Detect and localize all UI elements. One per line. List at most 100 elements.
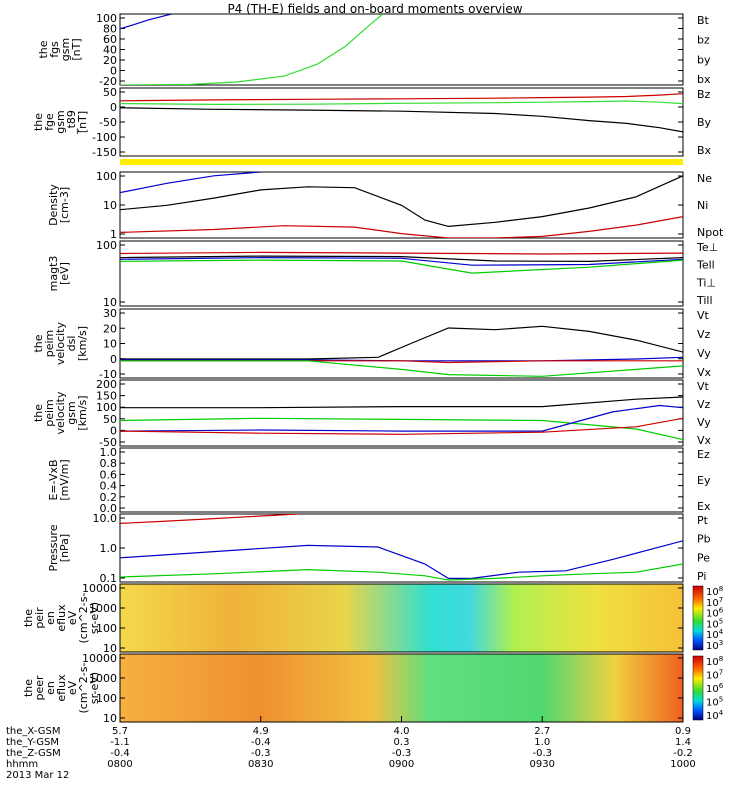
legend-Ez: Ez	[697, 448, 710, 461]
ylabel-line: _t89	[65, 110, 78, 135]
legend-Ti⊥: Ti⊥	[696, 276, 716, 289]
xaxis-value: 0.3	[394, 737, 410, 748]
legend-Vx: Vx	[697, 434, 712, 447]
legend-bx: bx	[697, 73, 711, 86]
series-Vx	[120, 404, 683, 432]
series-Bx	[120, 107, 683, 133]
ytick-label: 1	[110, 228, 117, 241]
panel-frame	[119, 308, 684, 379]
legend-Vt: Vt	[697, 309, 710, 322]
xaxis-value: 1000	[670, 759, 695, 770]
xaxis-value: 5.7	[112, 726, 128, 737]
ylabel-line: sr-eV)	[88, 672, 101, 704]
xaxis-value: 0930	[530, 759, 555, 770]
ytick-label: 80	[103, 23, 117, 36]
legend-Vz: Vz	[697, 328, 711, 341]
ylabel-line: peim	[43, 399, 56, 427]
panel-5	[119, 308, 684, 379]
xaxis-row-label: the_X-GSM	[6, 726, 60, 737]
ylabel-line: dsl	[65, 336, 78, 352]
ytick-label: 0.8	[100, 457, 118, 470]
ylabel-line: fge	[43, 113, 56, 131]
series-bx	[120, 14, 175, 30]
ylabel-line: Pressure	[47, 524, 60, 571]
ytick-label: 10	[103, 642, 117, 655]
series-Vx	[120, 356, 683, 362]
colorbar-tick-0: 108	[706, 655, 723, 668]
ytick-label: 30	[103, 307, 117, 320]
ytick-label: 50	[103, 413, 117, 426]
ytick-label: 0	[110, 424, 117, 437]
ylabel-line: peim	[43, 330, 56, 358]
panel-2	[119, 87, 684, 157]
ytick-label: 100	[96, 12, 117, 25]
panel-6	[119, 379, 684, 447]
xaxis-value: 4.0	[394, 726, 410, 737]
xaxis-value: -0.4	[110, 748, 130, 759]
ytick-label: -50	[99, 116, 117, 129]
ylabel-line: [nT]	[76, 111, 89, 133]
ytick-label: 20	[103, 54, 117, 67]
ytick-label: 100	[96, 692, 117, 705]
xaxis-value: -0.4	[251, 737, 271, 748]
ylabel-line: gsm	[54, 110, 67, 133]
ylabel-line: velocity	[54, 391, 67, 434]
spectrogram-2	[120, 654, 683, 722]
ylabel-line: [mV/m]	[58, 459, 71, 500]
ylabel-line: the	[22, 679, 35, 697]
ytick-label: 20	[103, 322, 117, 335]
panel-4	[119, 240, 684, 307]
ytick-label: 50	[103, 86, 117, 99]
panel-10	[119, 653, 704, 723]
series-by	[120, 14, 384, 85]
ytick-label: 200	[96, 378, 117, 391]
xaxis-row-label: hhmm	[6, 759, 38, 770]
panel-8	[119, 513, 684, 583]
colorbar-tick-1: 107	[706, 669, 723, 682]
ylabel-line: [nPa]	[58, 534, 71, 562]
ytick-label: 0.6	[100, 468, 118, 481]
ylabel-line: peer	[33, 675, 46, 701]
ylabel-line: Density	[47, 184, 60, 226]
ytick-label: 10	[103, 338, 117, 351]
ytick-label: 40	[103, 44, 117, 57]
ylabel-line: the	[22, 609, 35, 627]
ylabel-line: gsm	[65, 401, 78, 424]
ytick-label: 1.0	[100, 446, 118, 459]
ytick-label: 0.1	[100, 572, 118, 585]
series-By	[120, 100, 683, 106]
xaxis-row-label: the_Y-GSM	[6, 737, 59, 748]
legend-Pt: Pt	[697, 514, 709, 527]
colorbar-2	[692, 655, 704, 721]
xaxis-value: 2.7	[534, 726, 550, 737]
ytick-label: 0.4	[100, 480, 118, 493]
panel-frame	[119, 13, 684, 86]
xaxis-value: 1.4	[675, 737, 691, 748]
ylabel-line: magt3	[47, 256, 60, 292]
ytick-label: 1000	[89, 602, 117, 615]
series-Vt	[120, 325, 683, 360]
legend-Till: Till	[696, 294, 713, 307]
legend-Ex: Ex	[697, 500, 711, 513]
ylabel-line: [cm-3]	[58, 187, 71, 223]
spectrogram-1	[120, 584, 683, 652]
legend-By: By	[697, 116, 712, 129]
ylabel-line: eV	[66, 680, 79, 695]
ylabel-line: eflux	[55, 604, 68, 632]
legend-Vz: Vz	[697, 398, 711, 411]
xaxis-value: 4.9	[253, 726, 269, 737]
series-Tell	[120, 255, 683, 263]
series-Vy	[120, 360, 683, 377]
panel-frame	[119, 513, 684, 583]
xaxis-value: 0900	[389, 759, 414, 770]
colorbar-tick-5: 103	[706, 639, 723, 652]
legend-Tell: Tell	[696, 259, 715, 272]
ylabel-line: E=-VxB	[47, 459, 60, 500]
ytick-label: 1.0	[100, 542, 118, 555]
ylabel-line: [km/s]	[76, 326, 89, 361]
ytick-label: 0	[110, 101, 117, 114]
xaxis-value: 0830	[248, 759, 273, 770]
series-Till	[120, 259, 683, 274]
series-Pb	[120, 514, 299, 524]
ytick-label: 0	[110, 65, 117, 78]
